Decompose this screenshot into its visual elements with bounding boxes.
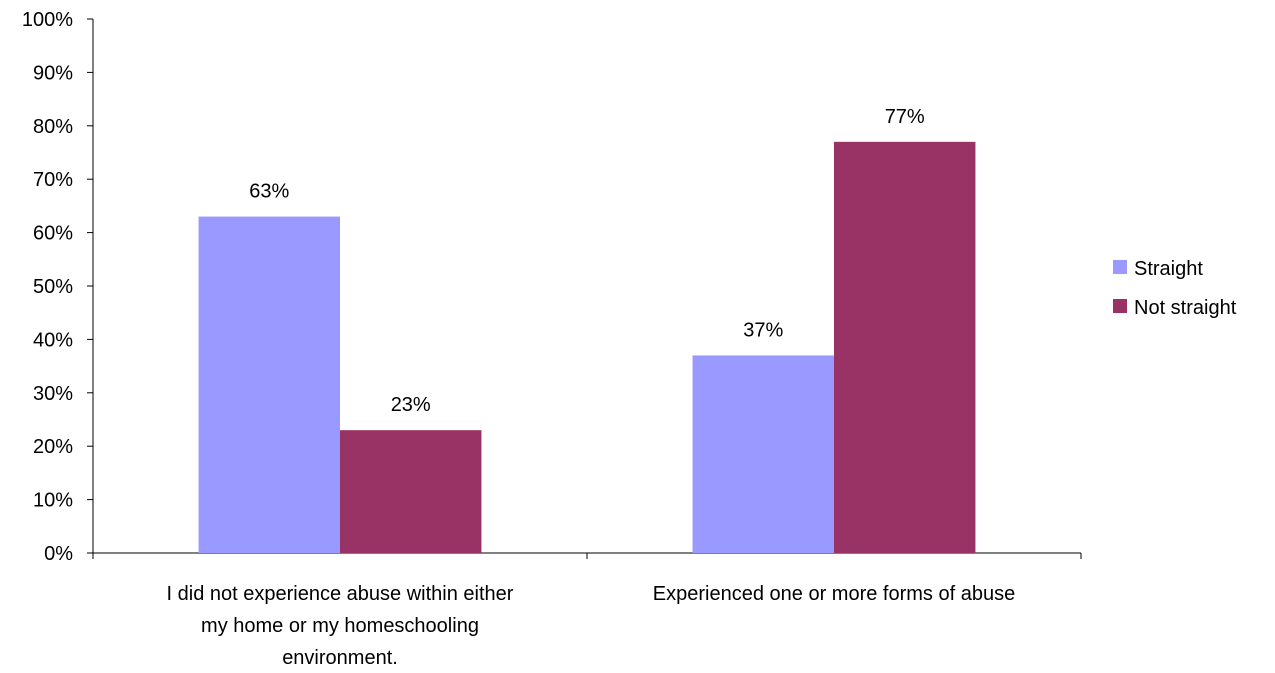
bar-straight (692, 355, 834, 553)
x-category-label: Experienced one or more forms of abuse (653, 583, 1015, 605)
x-category-label-line: Experienced one or more forms of abuse (653, 583, 1015, 605)
data-labels: 63% 37% 23% 77% (249, 106, 925, 416)
y-tick-label: 30% (33, 383, 73, 405)
bar-straight (198, 216, 340, 553)
y-tick-label: 100% (22, 9, 73, 31)
y-tick-label: 0% (44, 543, 73, 565)
y-tick-label: 20% (33, 436, 73, 458)
y-tick-label: 40% (33, 329, 73, 351)
x-category-label-line: I did not experience abuse within either (167, 583, 514, 605)
data-label: 37% (743, 319, 783, 341)
legend: Straight Not straight (1113, 258, 1237, 319)
legend-label: Straight (1134, 258, 1203, 280)
bar-not-straight (834, 141, 976, 553)
y-tick-label: 50% (33, 276, 73, 298)
x-axis: I did not experience abuse within either… (92, 552, 1082, 669)
bars (198, 141, 976, 553)
y-tick-label: 10% (33, 490, 73, 512)
legend-label: Not straight (1134, 297, 1237, 319)
x-category-label: I did not experience abuse within either… (167, 583, 514, 669)
data-label: 77% (885, 106, 925, 128)
x-category-label-line: environment. (282, 647, 398, 669)
y-axis: 0% 10% 20% 30% 40% 50% 60% 70% 80% 90% 100% (22, 9, 94, 565)
legend-swatch (1113, 299, 1127, 313)
data-label: 23% (391, 394, 431, 416)
legend-swatch (1113, 260, 1127, 274)
x-category-label-line: my home or my homeschooling (201, 615, 479, 637)
legend-item: Straight (1113, 258, 1203, 280)
data-label: 63% (249, 181, 289, 203)
legend-item: Not straight (1113, 297, 1237, 319)
y-tick-label: 70% (33, 169, 73, 191)
y-tick-label: 90% (33, 62, 73, 84)
bar-not-straight (340, 430, 482, 553)
y-tick-label: 60% (33, 223, 73, 245)
y-tick-label: 80% (33, 116, 73, 138)
